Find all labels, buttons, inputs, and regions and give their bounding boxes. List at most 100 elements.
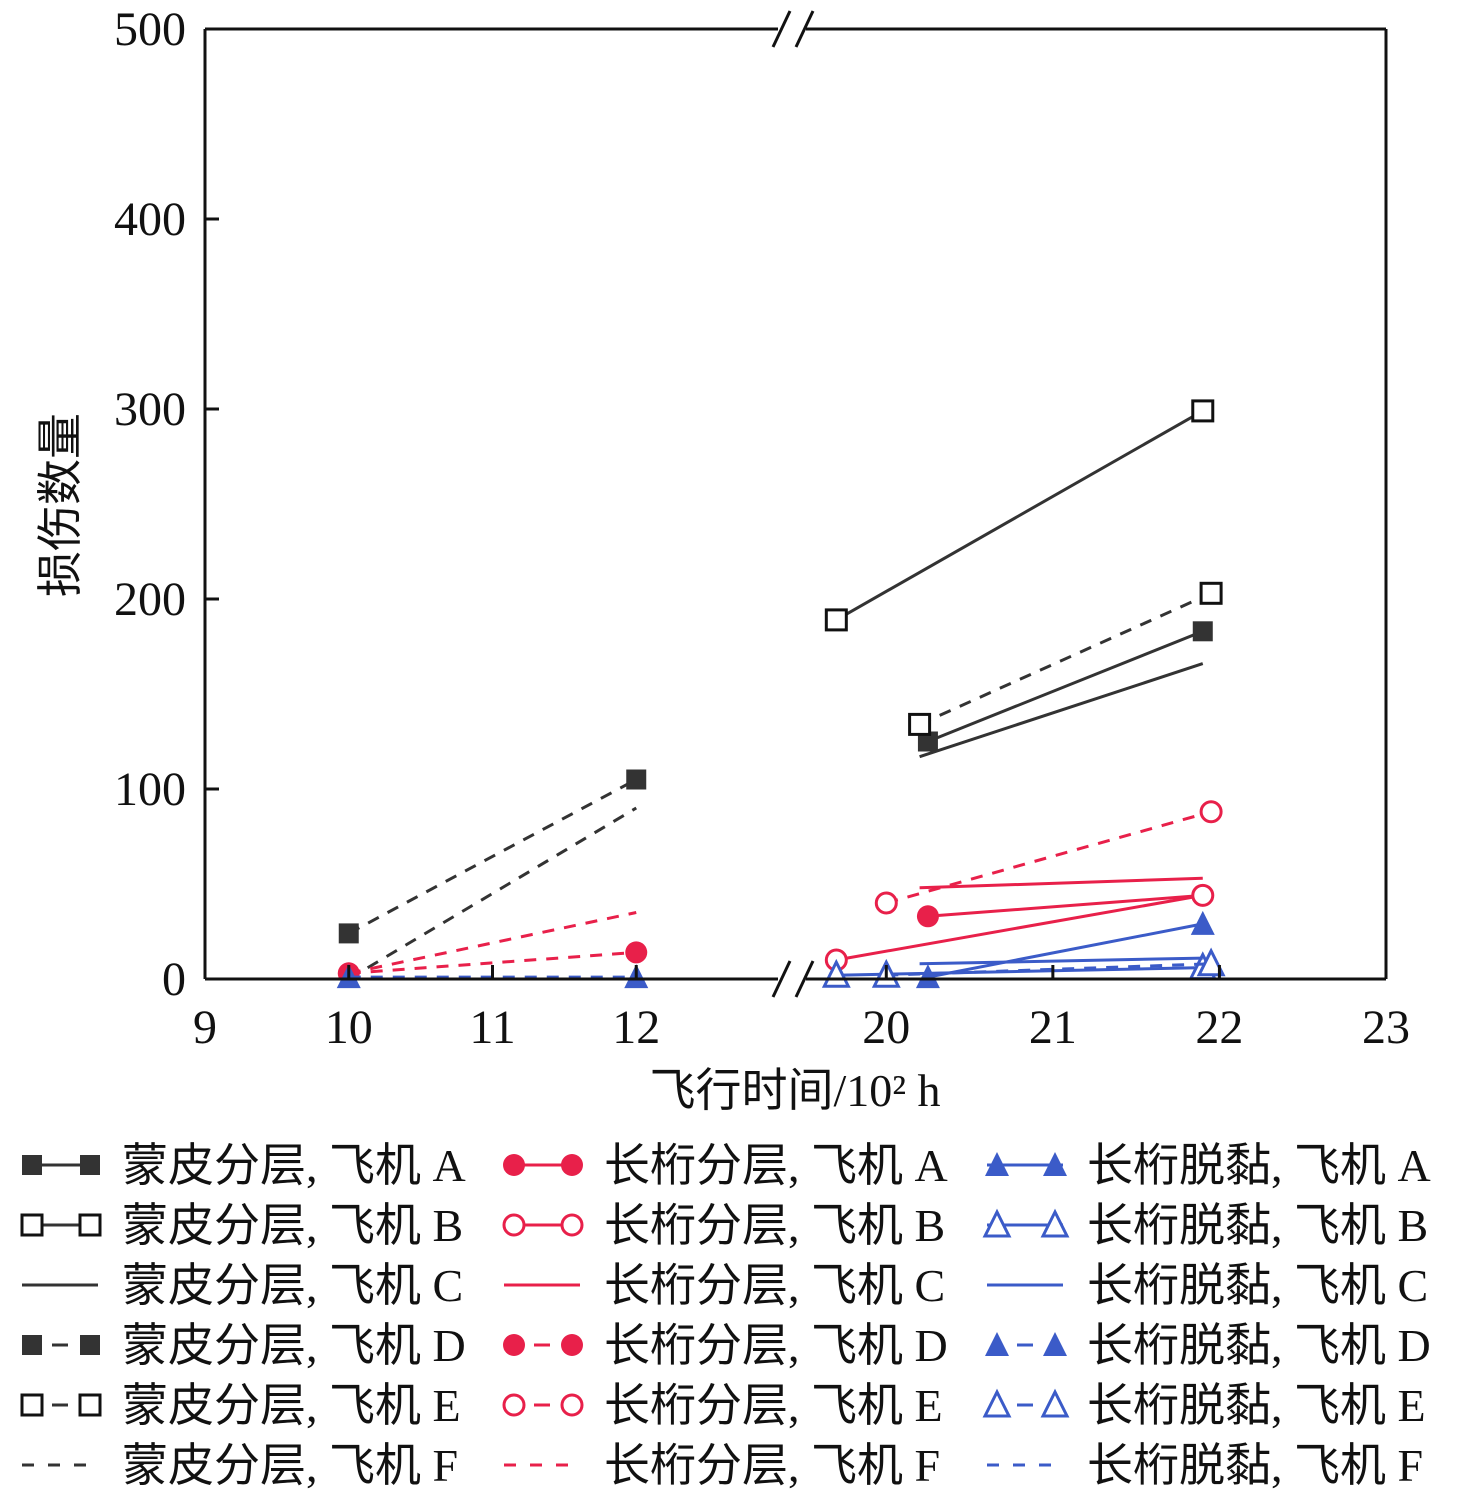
legend-marker (22, 1155, 42, 1175)
legend-marker (502, 1213, 526, 1237)
series-5 (908, 581, 1223, 736)
legend-entry-9: 长桁分层, 飞机 C (504, 1260, 945, 1311)
data-point-marker (915, 964, 940, 989)
series-11 (874, 800, 1223, 915)
series-3 (919, 662, 1204, 759)
series-4 (338, 769, 647, 944)
legend-entry-15: 长桁脱黏, 飞机 C (987, 1260, 1428, 1311)
legend-marker (982, 1388, 1012, 1418)
series-13 (915, 910, 1215, 989)
legend-marker (985, 1332, 1009, 1356)
series-line (836, 893, 1204, 962)
legend-entry-18: 长桁脱黏, 飞机 F (987, 1440, 1423, 1491)
y-tick-label: 100 (114, 763, 186, 816)
x-tick-label: 10 (325, 1001, 373, 1054)
legend-entry-7: 长桁分层, 飞机 A (503, 1140, 948, 1191)
legend-label: 蒙皮分层, 飞机 B (122, 1200, 463, 1251)
series-line (835, 409, 1204, 622)
legend-label: 长桁分层, 飞机 B (604, 1200, 945, 1251)
legend-marker (80, 1335, 100, 1355)
axis-break-top-2 (794, 10, 815, 48)
data-point-marker (1191, 883, 1215, 907)
legend-entry-11: 长桁分层, 飞机 E (502, 1380, 943, 1431)
series-line (919, 876, 1203, 890)
legend-label: 长桁分层, 飞机 A (604, 1140, 948, 1191)
data-point-marker (626, 769, 647, 790)
legend-label: 长桁脱黏, 飞机 B (1087, 1200, 1428, 1251)
legend-marker (561, 1154, 583, 1176)
legend-label: 长桁分层, 飞机 E (604, 1380, 943, 1431)
data-point-marker (908, 712, 932, 736)
legend-entry-12: 长桁分层, 飞机 F (504, 1440, 940, 1491)
series-line (886, 962, 1212, 977)
data-point-marker (874, 891, 898, 915)
x-tick-label: 11 (469, 1001, 515, 1054)
legend-label: 长桁脱黏, 飞机 D (1087, 1320, 1431, 1371)
legend-label: 蒙皮分层, 飞机 A (122, 1140, 466, 1191)
legend-marker (1043, 1152, 1067, 1176)
legend-entry-2: 蒙皮分层, 飞机 B (20, 1200, 463, 1251)
legend-entry-10: 长桁分层, 飞机 D (503, 1320, 948, 1371)
data-point-marker (824, 608, 848, 632)
series-line (885, 810, 1212, 905)
data-point-marker (1199, 581, 1223, 605)
legend-entry-1: 蒙皮分层, 飞机 A (22, 1140, 466, 1191)
legend-label: 长桁脱黏, 飞机 C (1087, 1260, 1428, 1311)
x-tick-label: 9 (193, 1001, 217, 1054)
y-tick-label: 500 (114, 3, 186, 56)
data-point-marker (1190, 910, 1215, 935)
plot-area (336, 399, 1226, 989)
series-line (347, 806, 638, 981)
legend-marker (561, 1334, 583, 1356)
legend-entry-14: 长桁脱黏, 飞机 B (982, 1200, 1428, 1251)
legend-label: 蒙皮分层, 飞机 C (122, 1260, 463, 1311)
series-line (919, 662, 1204, 759)
legend-marker (78, 1213, 102, 1237)
series-15 (919, 956, 1203, 966)
y-tick-label: 400 (114, 193, 186, 246)
x-tick-label: 20 (862, 1001, 910, 1054)
data-point-marker (1199, 800, 1223, 824)
legend-label: 长桁脱黏, 飞机 E (1087, 1380, 1426, 1431)
y-tick-label: 300 (114, 383, 186, 436)
data-point-marker (625, 941, 648, 964)
x-tick-label: 21 (1029, 1001, 1077, 1054)
axis-break-bottom-1 (771, 960, 792, 998)
y-axis-title: 损伤数量 (35, 413, 86, 597)
legend-marker (503, 1154, 525, 1176)
legend-entry-17: 长桁脱黏, 飞机 E (982, 1380, 1426, 1431)
x-axis-title: 飞行时间/10² h (649, 1065, 940, 1116)
data-point-marker (1196, 947, 1226, 977)
axes: 0 100 200 300 400 500 9 10 11 12 20 21 22 23 (114, 3, 1410, 1054)
data-point-marker (1192, 621, 1213, 642)
legend-label: 蒙皮分层, 飞机 F (122, 1440, 458, 1491)
x-tick-label: 22 (1195, 1001, 1243, 1054)
legend-entry-4: 蒙皮分层, 飞机 D (22, 1320, 466, 1371)
legend-marker (20, 1213, 44, 1237)
series-6 (347, 806, 638, 981)
legend-marker (560, 1393, 584, 1417)
data-point-marker (917, 731, 938, 752)
series-line (348, 950, 637, 975)
legend-marker (982, 1208, 1012, 1238)
legend-marker (1040, 1388, 1070, 1418)
series-line (348, 911, 637, 975)
legend-marker (503, 1334, 525, 1356)
legend-entry-5: 蒙皮分层, 飞机 E (20, 1380, 461, 1431)
data-point-marker (916, 905, 939, 928)
legend-marker (22, 1335, 42, 1355)
x-tick-label: 23 (1362, 1001, 1410, 1054)
legend-marker (1043, 1332, 1067, 1356)
legend-entry-13: 长桁脱黏, 飞机 A (985, 1140, 1431, 1191)
legend-entry-8: 长桁分层, 飞机 B (502, 1200, 945, 1251)
series-line (927, 922, 1204, 979)
series-line (348, 778, 637, 935)
series-line (919, 956, 1203, 966)
legend-label: 蒙皮分层, 飞机 E (122, 1380, 461, 1431)
legend-marker (80, 1155, 100, 1175)
series-9 (919, 876, 1203, 890)
series-12 (348, 911, 637, 975)
legend-entry-3: 蒙皮分层, 飞机 C (22, 1260, 463, 1311)
